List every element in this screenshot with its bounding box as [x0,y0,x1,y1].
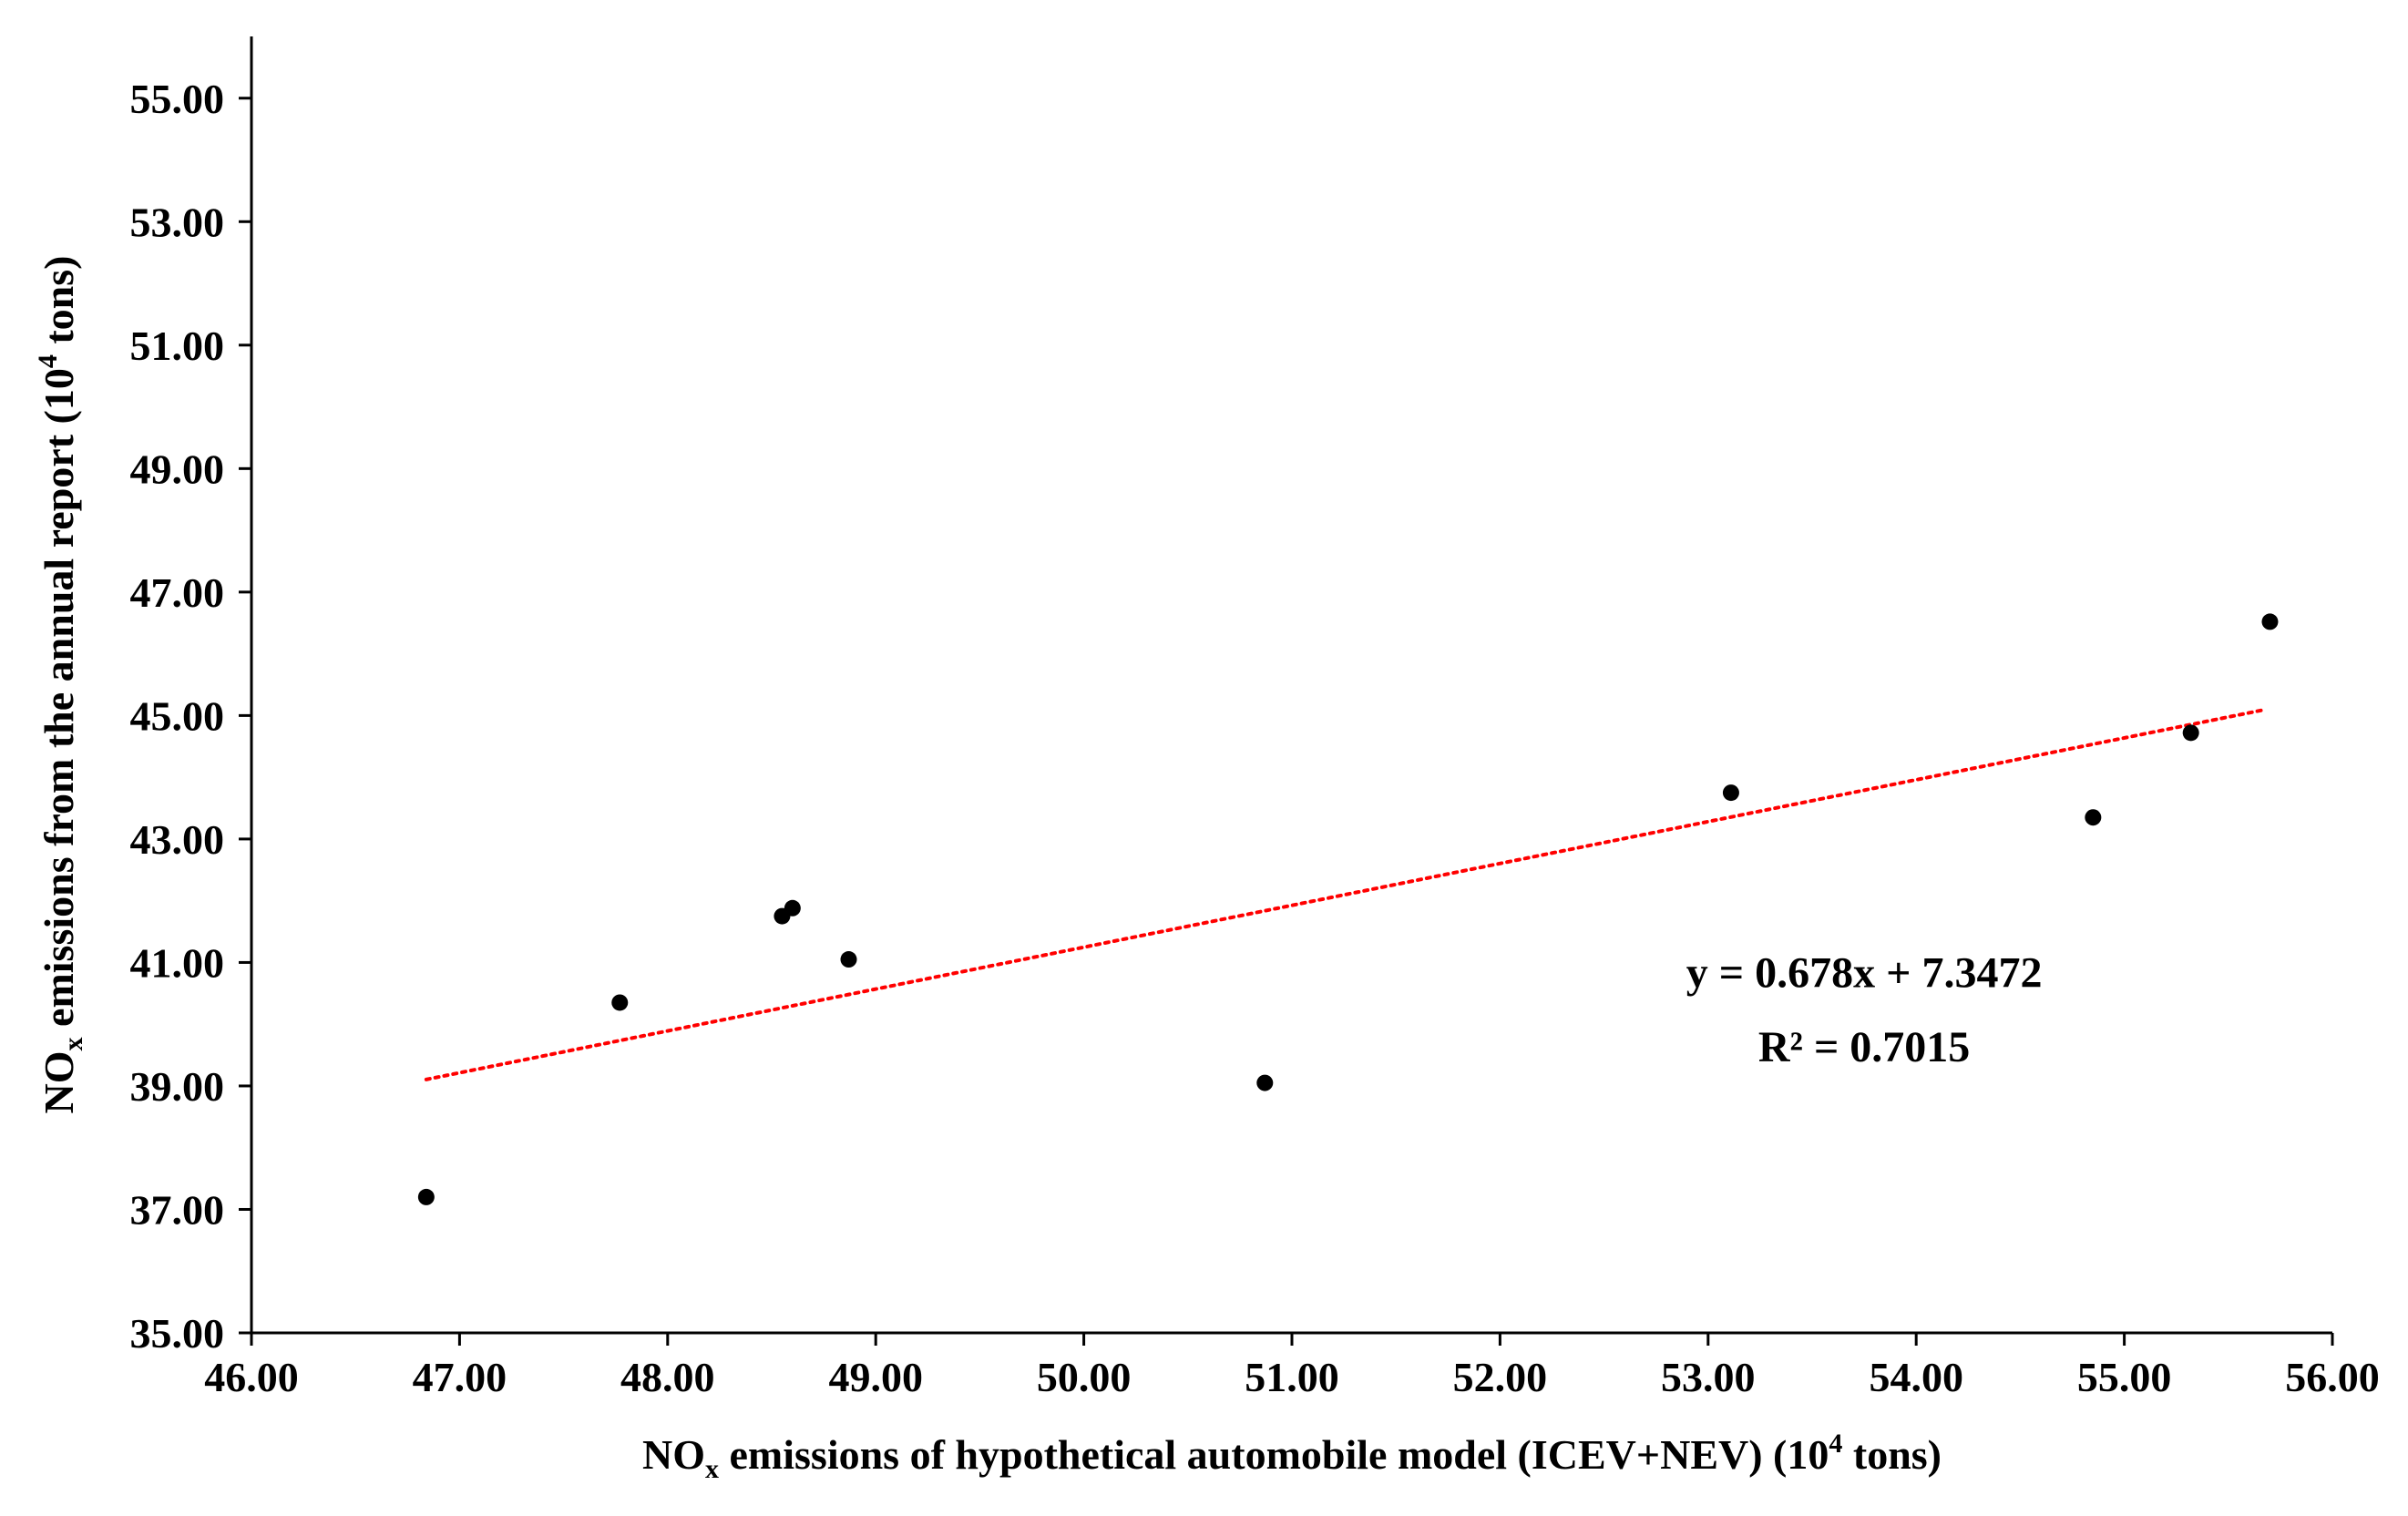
y-tick-label: 39.00 [130,1063,225,1110]
data-point [840,951,857,968]
y-tick-label: 43.00 [130,816,225,863]
y-title-post: tons) [36,256,82,355]
x-tick-label: 56.00 [2285,1354,2380,1400]
x-tick-label: 50.00 [1037,1354,1132,1400]
x-title-sup: 4 [1829,1429,1842,1459]
data-point [1256,1074,1274,1091]
y-title-sub: x [58,1037,88,1050]
y-tick-label: 35.00 [130,1310,225,1357]
y-title-pre: NO [36,1050,82,1113]
y-tick-label: 41.00 [130,939,225,986]
data-point [2182,724,2199,742]
y-axis-title: NOx emissions from the annual report (10… [33,256,88,1114]
data-point [611,994,629,1011]
data-point [784,899,801,917]
trendline-r-squared: R² = 0.7015 [1758,1023,1970,1071]
data-point [417,1188,435,1205]
x-tick-label: 53.00 [1661,1354,1756,1400]
data-point [1722,784,1739,802]
x-tick-label: 46.00 [204,1354,299,1400]
y-title-sup: 4 [33,354,63,368]
y-tick-label: 55.00 [130,76,225,122]
x-tick-label: 48.00 [620,1354,715,1400]
axes-layer [250,36,2332,1335]
x-tick-label: 51.00 [1245,1354,1339,1400]
y-tick-label: 49.00 [130,446,225,492]
y-tick-label: 51.00 [130,323,225,369]
trendline [424,708,2264,1081]
x-title-sub: x [705,1454,719,1484]
x-tick-label: 49.00 [828,1354,923,1400]
points-layer [417,613,2279,1205]
y-tick-label: 53.00 [130,199,225,245]
x-axis-title: NOx emissions of hypothetical automobile… [642,1429,1942,1484]
data-point [2085,809,2102,826]
trendline-equation: y = 0.678x + 7.3472 [1686,949,2043,998]
x-tick-label: 52.00 [1453,1354,1548,1400]
y-ticks: 35.00 37.00 39.00 41.00 43.00 45.00 47.00 49.00… [130,76,251,1357]
trendline-layer [424,708,2264,1081]
x-tick-label: 55.00 [2077,1354,2172,1400]
x-ticks: 46.00 47.00 48.00 49.00 50.00 51.00 52.00 53.00… [204,1333,2380,1400]
y-tick-label: 47.00 [130,569,225,616]
data-point [2261,613,2279,630]
y-tick-label: 45.00 [130,692,225,739]
y-title-mid: emissions from the annual report (10 [36,368,82,1037]
x-title-pre: NO [642,1431,705,1478]
x-title-mid: emissions of hypothetical automobile mod… [719,1431,1829,1478]
y-tick-label: 37.00 [130,1186,225,1233]
x-tick-label: 54.00 [1869,1354,1963,1400]
x-title-post: tons) [1842,1431,1942,1478]
x-tick-label: 47.00 [413,1354,507,1400]
